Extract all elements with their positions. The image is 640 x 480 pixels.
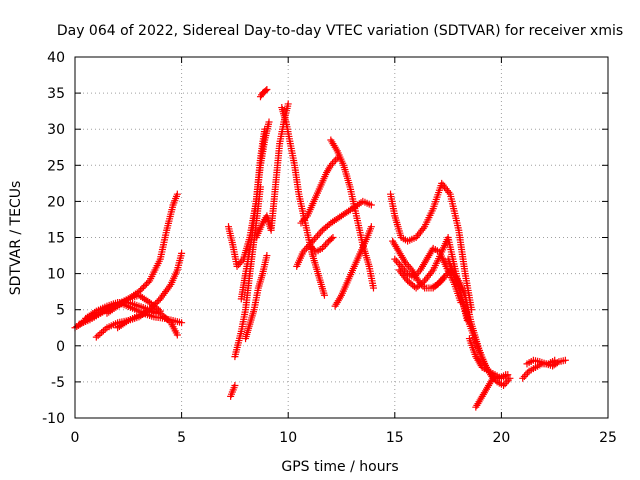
data-point — [561, 356, 569, 364]
x-tick-label: 10 — [279, 430, 297, 446]
data-point — [144, 278, 152, 286]
data-point — [263, 85, 271, 93]
y-tick-label: 15 — [47, 231, 65, 247]
series-pass-6 — [103, 291, 164, 317]
data-point — [140, 283, 148, 291]
y-tick-label: 25 — [47, 158, 65, 174]
x-tick-label: 5 — [177, 430, 186, 446]
series-pass-11 — [242, 252, 271, 343]
data-point — [504, 371, 512, 379]
data-point — [369, 284, 377, 292]
y-tick-label: 20 — [47, 194, 65, 210]
data-point — [263, 252, 271, 260]
points-layer — [71, 85, 569, 411]
tick-labels-layer: 0 5 10 15 20 25 -10 -5 0 5 10 15 20 25 30 35 40 — [42, 50, 617, 446]
y-tick-label: -10 — [42, 411, 65, 427]
data-point — [419, 278, 427, 286]
data-point — [262, 87, 270, 95]
x-axis-label: GPS time / hours — [281, 459, 398, 475]
series-pass-27 — [465, 335, 512, 382]
y-tick-label: 40 — [47, 50, 65, 66]
x-tick-label: 20 — [492, 430, 510, 446]
data-point — [506, 374, 514, 382]
series-pass-10 — [237, 118, 273, 303]
grid-layer — [75, 57, 608, 418]
series-pass-9 — [227, 382, 239, 400]
data-point — [553, 359, 561, 367]
data-point — [173, 331, 181, 339]
y-tick-label: 5 — [56, 303, 65, 319]
data-point — [153, 298, 161, 306]
data-point — [178, 249, 186, 257]
data-point — [143, 280, 151, 288]
series-pass-19 — [331, 223, 375, 310]
data-point — [141, 281, 149, 289]
data-point — [178, 319, 186, 327]
y-axis-label: SDTVAR / TECUs — [8, 181, 24, 296]
data-point — [173, 190, 181, 198]
x-tick-label: 0 — [71, 430, 80, 446]
chart-title: Day 064 of 2022, Sidereal Day-to-day VTE… — [57, 23, 623, 39]
y-tick-label: -5 — [51, 375, 65, 391]
x-tick-label: 25 — [599, 430, 617, 446]
data-point — [284, 100, 292, 108]
data-point — [136, 286, 144, 294]
ticks-layer — [74, 56, 609, 419]
series-pass-14 — [278, 104, 328, 299]
data-point — [320, 291, 328, 299]
data-point — [367, 201, 375, 209]
data-point — [138, 285, 146, 293]
series-pass-26 — [472, 374, 497, 411]
data-point — [329, 234, 337, 241]
data-point — [156, 307, 164, 315]
series-pass-12 — [252, 100, 292, 241]
data-point — [367, 223, 375, 231]
y-tick-label: 0 — [56, 339, 65, 355]
series-pass-29 — [523, 356, 569, 370]
y-tick-label: 35 — [47, 86, 65, 102]
data-point — [436, 278, 444, 286]
series-pass-16 — [297, 154, 341, 227]
data-point — [231, 382, 239, 390]
data-point — [265, 118, 273, 126]
x-tick-label: 15 — [386, 430, 404, 446]
series-pass-17 — [306, 234, 337, 256]
data-point — [328, 235, 336, 243]
y-tick-label: 10 — [47, 267, 65, 283]
y-tick-label: 30 — [47, 122, 65, 138]
series-pass-13 — [256, 85, 271, 101]
